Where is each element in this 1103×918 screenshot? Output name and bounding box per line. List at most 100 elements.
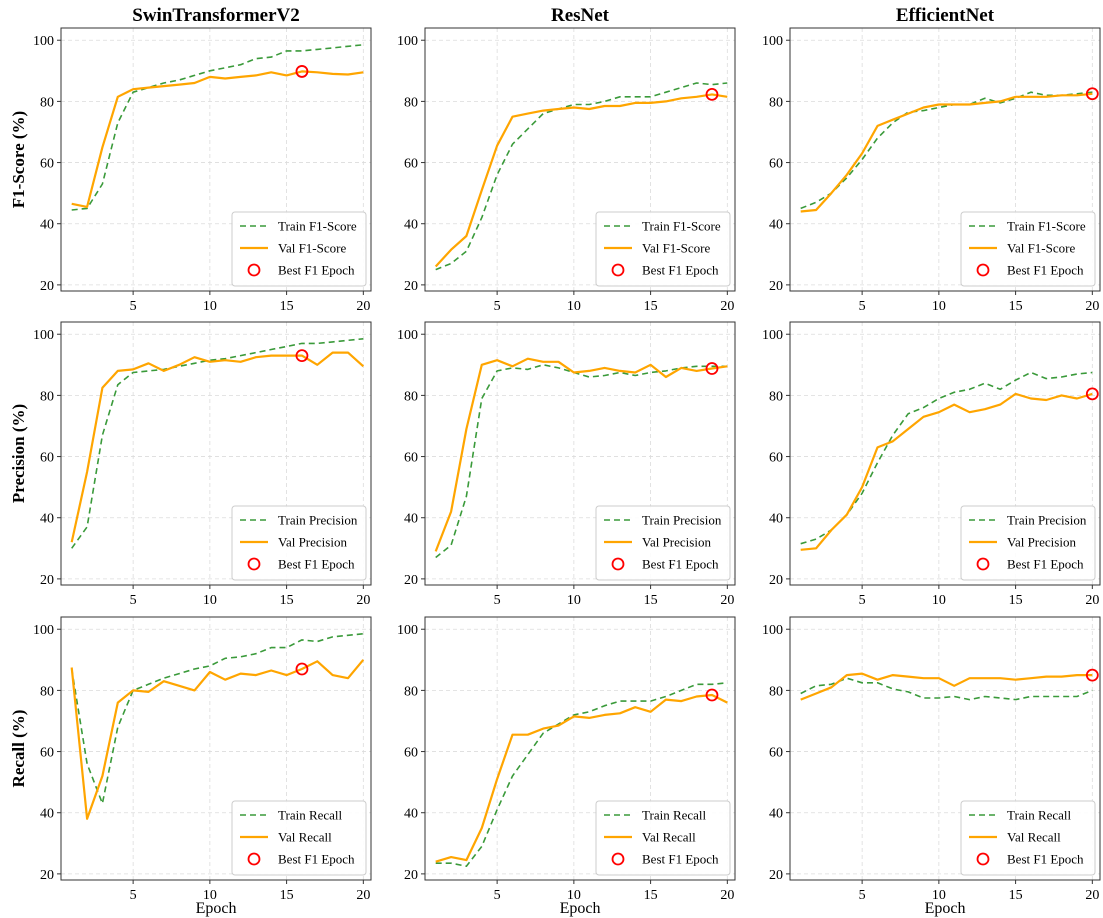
x-tick-label: 20: [1085, 299, 1099, 314]
val-series-line: [435, 693, 728, 863]
y-tick-label: 20: [404, 573, 418, 588]
val-series-line: [800, 392, 1093, 551]
y-tick-label: 20: [40, 868, 54, 883]
legend-best-marker: [611, 557, 625, 571]
legend-box: [231, 800, 367, 876]
x-tick-label: 15: [280, 299, 294, 314]
y-tick-label: 100: [33, 34, 54, 49]
plot-frame: [60, 616, 372, 881]
column-titles: SwinTransformerV2 ResNet EfficientNet: [132, 5, 994, 26]
legend-best-label: Best F1 Epoch: [278, 852, 355, 867]
y-tick-label: 40: [40, 218, 54, 233]
x-tick-label: 20: [356, 299, 370, 314]
legend-best-label: Best F1 Epoch: [642, 852, 719, 867]
legend-best-label: Best F1 Epoch: [1007, 557, 1084, 572]
legend-train-label: Train Precision: [642, 513, 722, 528]
x-tick-label: 15: [280, 888, 294, 903]
x-tick-label: 5: [859, 593, 866, 608]
legend: Train Precision Val Precision Best F1 Epoc…: [960, 505, 1096, 581]
legend-best-label: Best F1 Epoch: [1007, 852, 1084, 867]
best-epoch-marker: [295, 349, 309, 363]
x-axis-labels: Epoch Epoch Epoch: [196, 900, 966, 917]
panel-resnet-precision: 20 40 60 80 100 5 10 15 20 Train Precision Val Pre…: [397, 321, 736, 608]
column-title-0: SwinTransformerV2: [132, 5, 299, 26]
legend-best-marker: [976, 852, 990, 866]
y-tick-label: 40: [404, 807, 418, 822]
x-axis-label-1: Epoch: [560, 900, 601, 917]
plot-frame: [424, 616, 736, 881]
y-tick-label: 100: [33, 328, 54, 343]
train-series-line: [435, 82, 728, 271]
y-tick-label: 80: [40, 684, 54, 699]
train-series-line: [70, 633, 364, 805]
x-tick-label: 5: [130, 593, 137, 608]
y-tick-label: 20: [40, 279, 54, 294]
x-tick-label: 15: [644, 299, 658, 314]
val-series-line: [800, 92, 1093, 213]
y-tick-label: 100: [397, 34, 418, 49]
legend: Train Recall Val Recall Best F1 Epoch: [231, 800, 367, 876]
y-tick-label: 60: [404, 157, 418, 172]
legend-box: [231, 211, 367, 287]
x-axis-label-0: Epoch: [196, 900, 237, 917]
legend-box: [960, 505, 1096, 581]
legend-train-label: Train F1-Score: [1007, 219, 1086, 234]
legend-best-marker: [611, 263, 625, 277]
y-tick-label: 20: [40, 573, 54, 588]
y-tick-label: 80: [40, 389, 54, 404]
x-tick-label: 10: [567, 593, 581, 608]
best-epoch-marker: [705, 688, 719, 702]
y-tick-label: 60: [769, 157, 783, 172]
y-tick-label: 60: [404, 451, 418, 466]
x-tick-label: 15: [1009, 299, 1023, 314]
best-epoch-marker: [295, 65, 309, 78]
legend-val-label: Val F1-Score: [642, 241, 710, 256]
y-tick-label: 40: [404, 218, 418, 233]
plot-frame: [60, 321, 372, 586]
x-tick-label: 20: [720, 888, 734, 903]
y-tick-label: 100: [397, 328, 418, 343]
x-tick-label: 20: [1085, 888, 1099, 903]
legend: Train F1-Score Val F1-Score Best F1 Epoch: [960, 211, 1096, 287]
column-title-2: EfficientNet: [896, 5, 995, 26]
train-series-line: [71, 44, 364, 211]
x-tick-label: 20: [356, 888, 370, 903]
x-tick-label: 15: [280, 593, 294, 608]
train-series-line: [800, 91, 1093, 210]
x-tick-label: 15: [644, 593, 658, 608]
x-tick-label: 5: [859, 299, 866, 314]
val-series-line: [434, 93, 728, 268]
val-series-line: [71, 70, 364, 208]
legend-train-label: Train Recall: [278, 808, 343, 823]
panel-efficientnet-precision: 20 40 60 80 100 5 10 15 20 Train Precision Val Pre…: [762, 321, 1101, 608]
legend-best-marker: [247, 852, 261, 866]
legend: Train Recall Val Recall Best F1 Epoch: [595, 800, 731, 876]
val-series-line: [70, 659, 365, 820]
legend-best-label: Best F1 Epoch: [278, 557, 355, 572]
panel-resnet-recall: 20 40 60 80 100 5 10 15 20 Train Recall Val Recall…: [397, 616, 736, 903]
panel-resnet-f1-score: 20 40 60 80 100 5 10 15 20 Train F1-Score Val F1-S…: [397, 27, 736, 314]
train-series-line: [71, 338, 364, 549]
y-tick-label: 40: [769, 807, 783, 822]
x-tick-label: 15: [1009, 593, 1023, 608]
legend: Train Precision Val Precision Best F1 Epoc…: [231, 505, 367, 581]
legend-train-label: Train Precision: [278, 513, 358, 528]
y-tick-label: 100: [762, 623, 783, 638]
x-tick-label: 5: [494, 299, 501, 314]
y-tick-label: 60: [40, 157, 54, 172]
legend: Train Precision Val Precision Best F1 Epoc…: [595, 505, 731, 581]
y-tick-label: 40: [404, 512, 418, 527]
column-title-1: ResNet: [551, 5, 610, 26]
y-tick-label: 20: [769, 573, 783, 588]
y-tick-label: 80: [40, 95, 54, 110]
y-tick-label: 60: [769, 451, 783, 466]
legend-val-label: Val F1-Score: [278, 241, 346, 256]
x-tick-label: 10: [203, 299, 217, 314]
train-series-line: [800, 371, 1093, 545]
x-tick-label: 5: [130, 888, 137, 903]
legend: Train F1-Score Val F1-Score Best F1 Epoch: [595, 211, 731, 287]
best-epoch-marker: [295, 662, 309, 676]
legend-box: [960, 211, 1096, 287]
legend-best-marker: [611, 852, 625, 866]
